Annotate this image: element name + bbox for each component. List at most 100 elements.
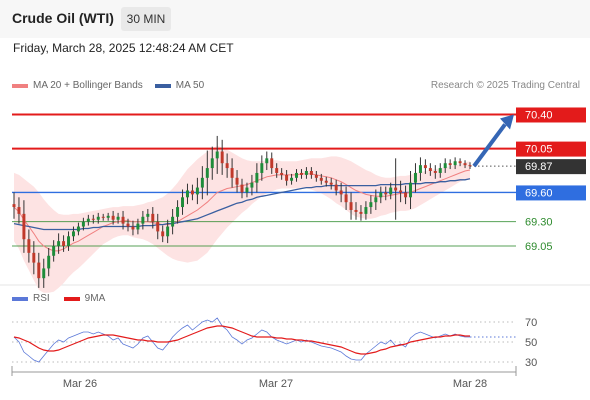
candle-body	[389, 187, 393, 195]
candle-body	[290, 177, 294, 181]
level-label: 70.05	[525, 144, 553, 156]
ma50-swatch	[154, 83, 171, 88]
candle-body	[146, 213, 150, 217]
level-tag	[516, 159, 586, 175]
candle-body	[17, 207, 21, 214]
candle-body	[210, 158, 214, 169]
candle-body	[200, 177, 204, 188]
candle-body	[245, 187, 249, 193]
candle-body	[463, 163, 467, 166]
legend-label-ma20: MA 20 + Bollinger Bands	[33, 80, 143, 91]
candle-body	[121, 216, 125, 224]
candle-body	[418, 165, 422, 173]
candle-body	[131, 226, 135, 230]
candle-body	[344, 194, 348, 203]
candle-body	[275, 168, 279, 173]
legend-item-ma20: MA 20 + Bollinger Bands	[12, 80, 143, 91]
legend-item-rsi: RSI	[12, 293, 50, 304]
candle-body	[250, 182, 254, 188]
candle-body	[309, 171, 313, 175]
candle-body	[62, 241, 66, 247]
candle-body	[71, 231, 75, 237]
legend-label-ma50: MA 50	[175, 80, 205, 91]
candle-body	[468, 165, 472, 167]
rsi-line	[13, 317, 470, 363]
header-bar: Crude Oil (WTI) 30 MIN	[0, 0, 590, 38]
candle-body	[423, 165, 427, 169]
candle-body	[384, 192, 388, 195]
candle-body	[379, 192, 383, 198]
candle-body	[260, 163, 264, 173]
candle-body	[443, 163, 447, 169]
ma50-line	[13, 178, 471, 231]
x-tick-label: Mar 27	[259, 378, 293, 390]
legend-item-ma50: MA 50	[154, 80, 205, 91]
bollinger-band	[14, 145, 470, 293]
candle-body	[399, 190, 403, 193]
candle-body	[141, 216, 145, 224]
legend-label-rsi: RSI	[33, 293, 50, 304]
candle-body	[156, 221, 160, 232]
level-label: 69.60	[525, 187, 553, 199]
candle-body	[428, 168, 432, 171]
level-tag	[516, 141, 586, 157]
forecast-arrow-shaft	[472, 123, 507, 168]
candle-body	[265, 158, 269, 164]
candle-body	[295, 172, 299, 178]
candle-body	[32, 252, 36, 263]
candle-body	[106, 215, 110, 218]
copyright-label: Research © 2025 Trading Central	[430, 80, 580, 91]
candle-body	[22, 213, 26, 240]
rsi-tick-label: 70	[525, 317, 537, 329]
candle-body	[319, 177, 323, 181]
nine-ma-swatch	[63, 296, 80, 301]
candle-body	[12, 204, 16, 208]
candle-body	[374, 197, 378, 203]
candle-body	[151, 213, 155, 222]
level-label: 70.40	[525, 109, 553, 121]
candle-body	[230, 168, 234, 178]
candle-body	[404, 192, 408, 198]
candle-body	[235, 177, 239, 185]
candle-body	[433, 171, 437, 173]
candle-body	[255, 172, 259, 183]
candle-body	[453, 161, 457, 166]
level-label: 69.05	[525, 241, 553, 253]
x-tick-label: Mar 26	[63, 378, 97, 390]
candle-body	[96, 216, 100, 220]
candle-body	[334, 184, 338, 191]
candle-body	[171, 216, 175, 227]
candle-body	[458, 161, 462, 164]
candle-body	[47, 255, 51, 269]
rsi-tick-label: 30	[525, 357, 537, 369]
candle-body	[101, 216, 105, 218]
candle-body	[166, 226, 170, 237]
candle-body	[438, 168, 442, 173]
candle-body	[136, 223, 140, 230]
candle-body	[67, 236, 71, 247]
candle-body	[299, 172, 303, 175]
legend-item-9ma: 9MA	[63, 293, 105, 304]
candle-body	[181, 197, 185, 208]
rsi-legend: RSI 9MA	[12, 293, 119, 304]
level-label: 69.87	[525, 161, 553, 173]
interval-button[interactable]: 30 MIN	[121, 7, 171, 31]
candle-body	[27, 239, 31, 253]
candle-body	[349, 202, 353, 210]
candle-body	[37, 262, 41, 279]
datetime-label: Friday, March 28, 2025 12:48:24 AM CET	[13, 41, 234, 55]
candle-body	[185, 190, 189, 198]
candle-body	[285, 174, 289, 181]
candle-body	[324, 180, 328, 183]
candle-body	[280, 172, 284, 175]
candle-body	[57, 241, 61, 247]
candle-body	[116, 216, 120, 220]
ma20-swatch	[12, 83, 28, 88]
candle-body	[394, 187, 398, 191]
rsi-swatch	[12, 296, 28, 301]
candle-body	[81, 221, 85, 227]
nine-ma-line	[13, 325, 470, 355]
candle-body	[364, 207, 368, 214]
candle-body	[339, 190, 343, 195]
